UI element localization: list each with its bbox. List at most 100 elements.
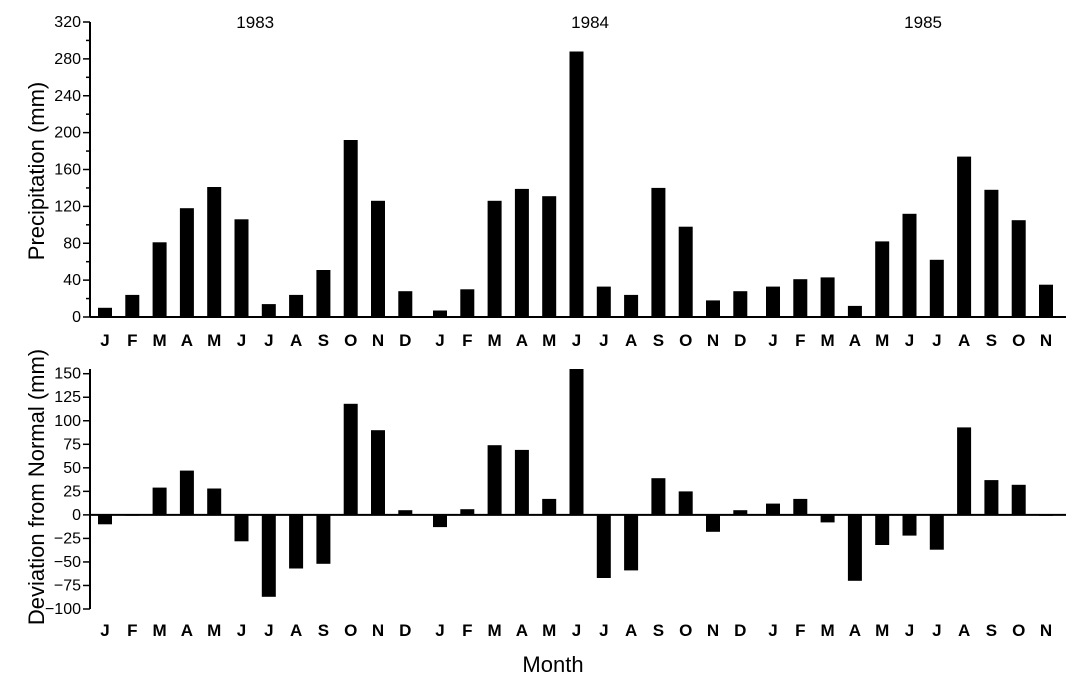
bar-1983-6 xyxy=(234,219,249,317)
month-label: A xyxy=(516,331,528,350)
bar-1984-9 xyxy=(651,187,666,317)
month-label: J xyxy=(435,331,444,350)
top-y-tick-label: 80 xyxy=(63,235,81,252)
month-label: A xyxy=(290,331,302,350)
month-label: J xyxy=(905,331,914,350)
bar-1984-11 xyxy=(706,300,720,317)
bar-1984-12 xyxy=(733,291,748,317)
bar-1985-4 xyxy=(847,305,862,317)
month-label: A xyxy=(849,621,861,640)
bar-1985-6 xyxy=(902,213,917,318)
bottom-y-tick-label: 75 xyxy=(63,436,81,453)
month-label: M xyxy=(821,331,835,350)
bar-1985-5 xyxy=(875,241,890,317)
bar-1983-12 xyxy=(398,510,413,515)
bar-1983-7 xyxy=(261,514,276,597)
month-label: O xyxy=(679,331,692,350)
month-label: J xyxy=(100,621,109,640)
month-label: A xyxy=(290,621,302,640)
year-label-1985: 1985 xyxy=(904,13,942,32)
bar-1984-5 xyxy=(542,498,557,515)
top-y-axis-title: Precipitation (mm) xyxy=(24,82,49,260)
bar-1984-8 xyxy=(624,294,639,317)
month-label: N xyxy=(372,331,384,350)
bar-1985-1 xyxy=(766,286,780,317)
bar-1984-4 xyxy=(514,188,529,317)
bar-1983-5 xyxy=(207,488,222,515)
month-label: M xyxy=(875,331,889,350)
bottom-y-tick-label: −75 xyxy=(54,577,81,594)
bar-1985-2 xyxy=(793,498,808,515)
month-label: F xyxy=(127,621,137,640)
month-label: J xyxy=(237,621,246,640)
bar-1984-7 xyxy=(596,514,611,578)
bar-1983-4 xyxy=(179,470,194,515)
bar-1983-11 xyxy=(371,430,385,515)
month-label: M xyxy=(207,331,221,350)
month-label: M xyxy=(542,331,556,350)
top-y-tick-label: 280 xyxy=(54,51,81,68)
month-label: D xyxy=(734,331,746,350)
bar-1985-2 xyxy=(793,279,808,317)
bar-1985-6 xyxy=(902,514,917,536)
month-label: O xyxy=(1012,331,1025,350)
month-label: A xyxy=(516,621,528,640)
month-label: M xyxy=(207,621,221,640)
bar-1984-2 xyxy=(460,509,475,515)
month-label: J xyxy=(932,331,941,350)
bar-1983-1 xyxy=(98,307,112,317)
month-label: S xyxy=(986,331,997,350)
bottom-y-tick-label: 150 xyxy=(54,366,81,383)
bar-1983-9 xyxy=(316,270,331,317)
bottom-y-tick-label: 125 xyxy=(54,389,81,406)
bar-1985-11 xyxy=(1039,284,1053,317)
top-y-tick-label: 320 xyxy=(54,14,81,31)
bar-1985-9 xyxy=(984,480,999,515)
bar-1984-3 xyxy=(487,200,502,317)
bottom-y-axis-title: Deviation from Normal (mm) xyxy=(24,349,49,625)
month-label: F xyxy=(462,621,472,640)
month-label: M xyxy=(153,621,167,640)
month-label: J xyxy=(237,331,246,350)
bar-1985-7 xyxy=(929,514,944,550)
bar-1983-2 xyxy=(125,294,140,317)
bar-1985-1 xyxy=(766,503,780,515)
month-label: O xyxy=(679,621,692,640)
month-label: A xyxy=(958,621,970,640)
month-label: N xyxy=(372,621,384,640)
month-label: F xyxy=(795,331,805,350)
bar-1984-10 xyxy=(678,226,693,317)
bar-1985-5 xyxy=(875,514,890,545)
bar-1984-1 xyxy=(433,514,447,528)
month-label: M xyxy=(821,621,835,640)
bar-1983-6 xyxy=(234,514,249,542)
month-label: N xyxy=(707,621,719,640)
month-label: S xyxy=(653,331,664,350)
month-label: O xyxy=(1012,621,1025,640)
bar-1984-12 xyxy=(733,510,748,515)
bar-1984-9 xyxy=(651,478,666,515)
bar-1984-11 xyxy=(706,514,720,532)
month-label: O xyxy=(344,621,357,640)
bar-1984-3 xyxy=(487,445,502,515)
month-label: N xyxy=(1040,331,1052,350)
bar-1983-5 xyxy=(207,187,222,317)
month-label: J xyxy=(768,621,777,640)
month-label: S xyxy=(653,621,664,640)
month-label: M xyxy=(542,621,556,640)
bar-1985-3 xyxy=(820,514,835,523)
month-label: J xyxy=(768,331,777,350)
month-label: M xyxy=(875,621,889,640)
top-y-tick-label: 160 xyxy=(54,162,81,179)
bar-1984-7 xyxy=(596,286,611,317)
month-label: J xyxy=(264,621,273,640)
month-label: S xyxy=(318,331,329,350)
top-y-tick-label: 240 xyxy=(54,88,81,105)
bar-1983-7 xyxy=(261,304,276,317)
bar-1984-2 xyxy=(460,289,475,317)
month-label: J xyxy=(572,621,581,640)
bar-1983-8 xyxy=(289,514,304,569)
month-label: A xyxy=(625,331,637,350)
top-y-tick-label: 0 xyxy=(72,309,81,326)
month-label: J xyxy=(435,621,444,640)
